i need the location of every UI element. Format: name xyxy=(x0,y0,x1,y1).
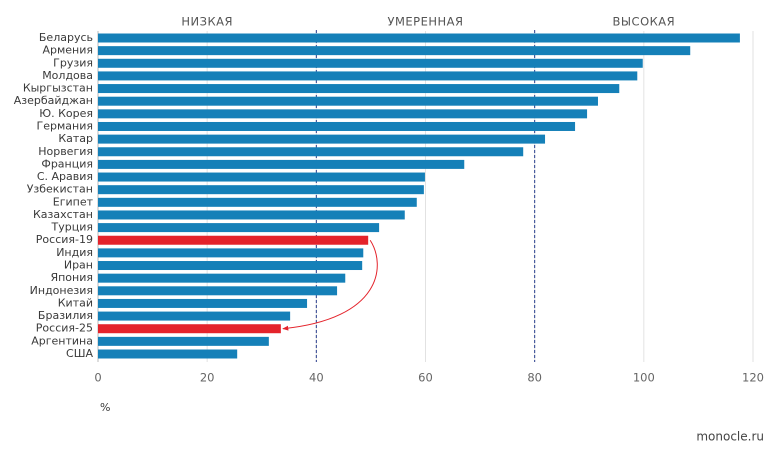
y-tick-label: Беларусь xyxy=(39,31,93,44)
bar xyxy=(98,84,620,94)
bar xyxy=(98,121,576,131)
y-tick-label: Армения xyxy=(42,44,93,57)
y-tick-label: Турция xyxy=(51,221,93,234)
bar xyxy=(98,261,363,271)
y-tick-label: Норвегия xyxy=(38,145,93,158)
x-axis-label: % xyxy=(100,401,110,414)
y-tick-label: Германия xyxy=(37,119,93,132)
y-tick-label: Франция xyxy=(41,157,93,170)
x-tick-label: 40 xyxy=(309,371,324,385)
bar xyxy=(98,185,424,195)
y-tick-label: Казахстан xyxy=(33,208,93,221)
y-tick-label: Молдова xyxy=(42,69,93,82)
y-tick-label: Катар xyxy=(58,132,93,145)
bar xyxy=(98,147,524,157)
bar xyxy=(98,109,588,119)
bar xyxy=(98,71,638,81)
bar xyxy=(98,298,308,308)
bar xyxy=(98,286,338,296)
zone-label: УМЕРЕННАЯ xyxy=(387,15,463,29)
bar xyxy=(98,46,691,56)
y-tick-label: Египет xyxy=(53,195,94,208)
x-tick-label: 20 xyxy=(200,371,215,385)
y-tick-label: Азербайджан xyxy=(14,94,93,107)
source: monocle.ru xyxy=(696,430,764,444)
bar xyxy=(98,134,546,144)
bar xyxy=(98,197,417,207)
bar xyxy=(98,235,369,245)
bar xyxy=(98,96,598,106)
x-tick-label: 80 xyxy=(527,371,542,385)
bar xyxy=(98,223,380,233)
bar xyxy=(98,159,465,169)
y-tick-label: Индонезия xyxy=(30,284,93,297)
y-tick-label: Китай xyxy=(58,296,93,309)
zone-label: ВЫСОКАЯ xyxy=(613,15,676,29)
zone-label: НИЗКАЯ xyxy=(181,15,233,29)
arrow xyxy=(282,239,378,331)
bar xyxy=(98,33,740,43)
bar xyxy=(98,172,425,182)
y-tick-label: Узбекистан xyxy=(27,183,93,196)
y-tick-label: Кыргызстан xyxy=(23,82,93,95)
y-tick-label: Япония xyxy=(50,271,93,284)
x-tick-label: 100 xyxy=(633,371,655,385)
y-tick-label: Аргентина xyxy=(31,334,93,347)
y-tick-label: Иран xyxy=(64,259,93,272)
bar xyxy=(98,58,643,68)
x-tick-label: 120 xyxy=(742,371,764,385)
bar xyxy=(98,336,269,346)
y-tick-label: С. Аравия xyxy=(37,170,93,183)
y-tick-label: Ю. Корея xyxy=(39,107,93,120)
y-tick-label: Индия xyxy=(56,246,93,259)
x-tick-label: 60 xyxy=(418,371,433,385)
y-tick-label: Россия-25 xyxy=(36,322,93,335)
y-tick-label: Россия-19 xyxy=(36,233,93,246)
x-tick-label: 0 xyxy=(94,371,101,385)
bar xyxy=(98,324,281,334)
y-tick-label: США xyxy=(66,347,93,360)
bar xyxy=(98,210,405,220)
bar xyxy=(98,311,291,321)
y-tick-label: Бразилия xyxy=(38,309,93,322)
bar xyxy=(98,273,346,283)
y-tick-label: Грузия xyxy=(53,56,93,69)
bar xyxy=(98,248,364,258)
bar xyxy=(98,349,238,359)
